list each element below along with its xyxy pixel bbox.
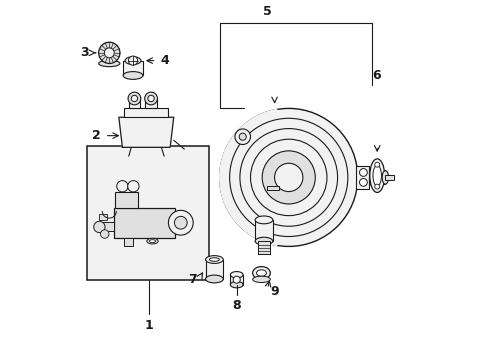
Text: 8: 8 (232, 299, 241, 312)
Bar (368, 170, 385, 184)
Text: 9: 9 (270, 285, 279, 298)
Bar (266, 185, 279, 190)
Text: 3: 3 (80, 46, 89, 59)
Ellipse shape (99, 60, 120, 67)
Ellipse shape (149, 240, 155, 243)
Bar (255, 220, 272, 241)
Ellipse shape (372, 165, 381, 186)
Ellipse shape (230, 282, 243, 288)
Text: 1: 1 (144, 319, 153, 332)
Circle shape (233, 276, 240, 283)
Circle shape (94, 221, 105, 233)
Circle shape (219, 108, 357, 247)
Text: 6: 6 (372, 69, 381, 82)
Ellipse shape (146, 238, 158, 244)
Circle shape (131, 95, 137, 102)
Ellipse shape (369, 159, 384, 193)
Bar (205, 260, 223, 279)
Ellipse shape (382, 171, 388, 184)
Text: 5: 5 (263, 5, 271, 18)
Bar (128, 99, 140, 108)
Ellipse shape (252, 267, 270, 279)
Circle shape (168, 210, 193, 235)
Circle shape (128, 56, 137, 65)
Ellipse shape (255, 237, 272, 245)
Bar (87, 145, 209, 280)
Circle shape (127, 181, 139, 192)
Circle shape (128, 92, 141, 105)
Bar (355, 166, 368, 189)
Ellipse shape (209, 258, 219, 261)
Bar (145, 99, 157, 108)
Text: 4: 4 (160, 54, 169, 67)
Ellipse shape (205, 256, 223, 264)
Circle shape (274, 163, 302, 192)
Circle shape (117, 181, 128, 192)
Ellipse shape (256, 270, 266, 276)
Circle shape (99, 42, 120, 63)
Polygon shape (119, 117, 173, 147)
Circle shape (104, 48, 114, 58)
Circle shape (100, 230, 109, 238)
Circle shape (374, 162, 379, 167)
Circle shape (234, 129, 250, 144)
Ellipse shape (205, 275, 223, 283)
Circle shape (359, 168, 366, 176)
Bar (124, 238, 133, 247)
Bar (115, 192, 138, 207)
Bar (230, 275, 243, 285)
Bar (123, 60, 142, 76)
Circle shape (174, 216, 187, 229)
Circle shape (239, 133, 246, 140)
Ellipse shape (125, 57, 141, 64)
Text: 7: 7 (187, 273, 196, 286)
Circle shape (144, 92, 157, 105)
Circle shape (374, 184, 379, 189)
Bar (99, 213, 107, 220)
Ellipse shape (123, 72, 142, 80)
Bar (385, 175, 393, 180)
Circle shape (359, 179, 366, 186)
Circle shape (147, 95, 154, 102)
Bar (113, 207, 175, 238)
Bar (99, 222, 114, 231)
Ellipse shape (255, 216, 272, 224)
Bar (257, 241, 270, 254)
Ellipse shape (230, 271, 243, 278)
Circle shape (262, 151, 315, 204)
Polygon shape (219, 109, 276, 246)
Text: 2: 2 (92, 129, 101, 142)
Bar (124, 108, 168, 117)
Ellipse shape (252, 276, 270, 283)
